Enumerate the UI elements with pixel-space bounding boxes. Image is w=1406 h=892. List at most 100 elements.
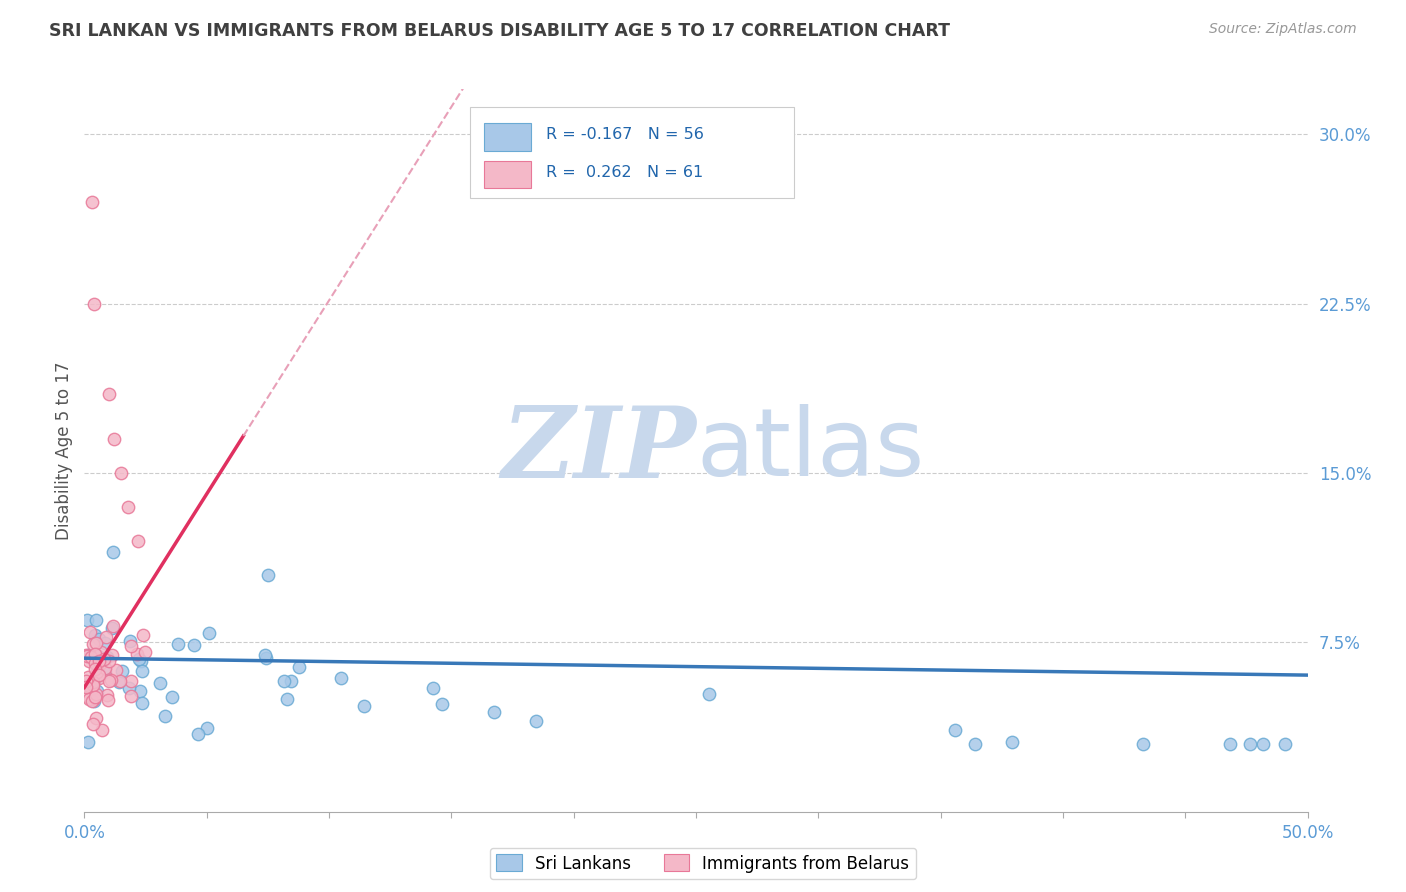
Point (118, 633, 141, 648)
Point (117, 681, 139, 695)
Point (86, 652, 108, 666)
Point (94, 661, 117, 675)
Point (482, 705, 505, 719)
Point (254, 650, 277, 665)
Point (125, 647, 148, 661)
Point (94, 636, 117, 650)
Point (87, 668, 110, 682)
Point (273, 673, 295, 688)
Point (1132, 737, 1154, 751)
Point (129, 654, 152, 668)
Point (97, 693, 120, 707)
Point (87, 654, 110, 668)
Point (131, 665, 153, 679)
Point (77, 648, 100, 663)
Point (84, 688, 107, 702)
Point (117, 500, 139, 514)
Point (76, 648, 98, 663)
Point (128, 652, 150, 666)
Point (329, 671, 352, 685)
Point (1251, 737, 1274, 751)
Point (84, 613, 107, 627)
Point (77, 670, 100, 684)
Point (254, 648, 277, 662)
Point (87, 648, 110, 663)
Point (697, 687, 720, 701)
Point (86, 668, 108, 682)
Point (96, 688, 118, 702)
Point (100, 673, 122, 687)
Point (79, 649, 101, 664)
Point (87, 632, 110, 646)
Point (79, 624, 101, 639)
Point (110, 664, 132, 678)
Point (257, 567, 280, 582)
Text: R =  0.262   N = 61: R = 0.262 N = 61 (546, 165, 703, 180)
Point (84, 711, 107, 725)
Point (98, 654, 121, 668)
Point (353, 698, 375, 713)
Point (287, 660, 309, 674)
Point (943, 723, 966, 738)
Point (90, 644, 112, 658)
Point (94, 630, 117, 644)
FancyBboxPatch shape (484, 161, 531, 188)
Point (280, 674, 302, 689)
Point (89, 657, 111, 671)
FancyBboxPatch shape (484, 123, 531, 151)
Point (129, 684, 152, 698)
Point (183, 638, 205, 652)
Point (79, 655, 101, 669)
Point (75, 674, 97, 689)
Point (1239, 737, 1261, 751)
Point (96, 650, 118, 665)
Point (83, 673, 105, 687)
Point (120, 673, 142, 688)
Point (80, 681, 103, 696)
Point (197, 626, 219, 640)
Point (94, 665, 117, 680)
Point (83, 296, 105, 310)
Point (108, 675, 131, 690)
Point (82, 674, 104, 689)
FancyBboxPatch shape (470, 107, 794, 198)
Point (77, 692, 100, 706)
Point (86, 636, 108, 650)
Point (77, 679, 100, 693)
Text: ZIP: ZIP (501, 402, 696, 499)
Point (75, 680, 97, 694)
Point (1219, 737, 1241, 751)
Point (153, 708, 176, 723)
Point (87, 671, 110, 685)
Point (83, 694, 105, 708)
Text: atlas: atlas (696, 404, 924, 497)
Point (524, 714, 547, 729)
Point (83, 628, 105, 642)
Point (83, 691, 105, 706)
Text: R = -0.167   N = 56: R = -0.167 N = 56 (546, 128, 703, 142)
Point (963, 737, 986, 751)
Point (187, 727, 209, 741)
Text: SRI LANKAN VS IMMIGRANTS FROM BELARUS DISABILITY AGE 5 TO 17 CORRELATION CHART: SRI LANKAN VS IMMIGRANTS FROM BELARUS DI… (49, 22, 950, 40)
Point (84, 690, 107, 704)
Point (76, 613, 98, 627)
Point (75, 680, 97, 694)
Point (160, 690, 183, 704)
Point (86, 657, 108, 672)
Point (276, 692, 298, 706)
Text: Source: ZipAtlas.com: Source: ZipAtlas.com (1209, 22, 1357, 37)
Point (103, 432, 125, 446)
Point (83, 647, 105, 661)
Point (80, 694, 103, 708)
Point (195, 721, 218, 735)
Point (77, 735, 100, 749)
Point (82, 716, 104, 731)
Point (1274, 737, 1296, 751)
Point (82, 637, 104, 651)
Point (101, 621, 124, 635)
Point (97, 674, 120, 689)
Point (120, 639, 142, 653)
Point (432, 698, 454, 712)
Point (105, 664, 128, 678)
Point (93, 651, 115, 665)
